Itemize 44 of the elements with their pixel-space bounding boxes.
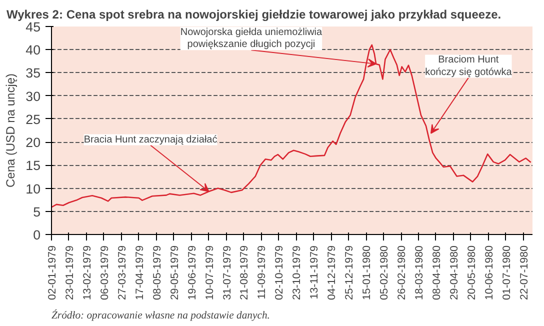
y-tick-label: 5: [33, 204, 41, 220]
text: Źródło: opracowanie własne na podstawie danych.: [52, 308, 270, 322]
x-tick-label: 29-04-1980: [448, 245, 460, 300]
x-tick-label: 02-01-1979: [46, 245, 58, 300]
x-tick-label: 04-12-1979: [326, 245, 338, 300]
x-tick-label: 10-06-1980: [483, 245, 496, 300]
x-tick-label: 11-09-1979: [256, 245, 268, 300]
y-tick-label: 40: [26, 42, 41, 58]
x-tick-label: 08-04-1980: [430, 245, 443, 300]
x-tick-label: 29-05-1979: [168, 245, 181, 300]
x-tick-label: 01-07-1980: [500, 245, 513, 300]
x-tick-label: 25-12-1979: [344, 245, 356, 300]
annotation: Bracia Hunt zaczynają działać: [84, 134, 218, 146]
x-tick-label: 26-02-1980: [396, 245, 408, 300]
y-axis-title: Cena (USD na uncję): [4, 73, 18, 188]
y-tick-label: 20: [26, 135, 41, 150]
x-tick-label: 15-01-1980: [361, 245, 374, 300]
x-tick-label: 23-10-1979: [291, 245, 304, 300]
x-tick-label: 21-08-1979: [238, 245, 251, 300]
x-tick-label: 10-07-1979: [204, 245, 216, 300]
x-tick-label: 31-07-1979: [221, 245, 234, 300]
x-tick-label: 23-01-1979: [64, 245, 76, 300]
x-tick-label: 13-02-1979: [81, 245, 94, 300]
y-tick-label: 10: [26, 181, 41, 196]
chart-title: Wykres 2: Cena spot srebra na nowojorskiej giełdzie towarowej jako przykład squeeze.: [6, 8, 502, 22]
x-tick-label: 05-02-1980: [378, 245, 391, 300]
x-tick-label: 22-07-1980: [518, 245, 530, 300]
y-tick-label: 30: [26, 88, 41, 104]
y-tick-label: 45: [26, 20, 41, 34]
y-tick-label: 0: [33, 228, 41, 242]
x-tick-label: 20-05-1980: [466, 245, 478, 300]
annotation: Nowojorska giełda uniemożliwia powiększanie długich pozycji: [180, 26, 323, 50]
y-tick-label: 25: [26, 112, 41, 127]
x-tick-label: 02-10-1979: [274, 245, 286, 300]
x-tick-label: 19-06-1979: [186, 245, 198, 300]
x-tick-label: 13-11-1979: [308, 245, 321, 300]
x-tick-label: 18-03-1980: [413, 245, 426, 300]
x-tick-label: 17-04-1979: [134, 245, 146, 300]
x-tick-label: 27-03-1979: [116, 245, 128, 300]
annotation: Braciom Hunt kończy się gotówka: [425, 54, 512, 78]
y-tick-label: 35: [26, 66, 41, 81]
x-tick-label: 08-05-1979: [151, 245, 164, 300]
y-tick-label: 15: [26, 158, 41, 174]
x-tick-label: 06-03-1979: [98, 245, 111, 300]
